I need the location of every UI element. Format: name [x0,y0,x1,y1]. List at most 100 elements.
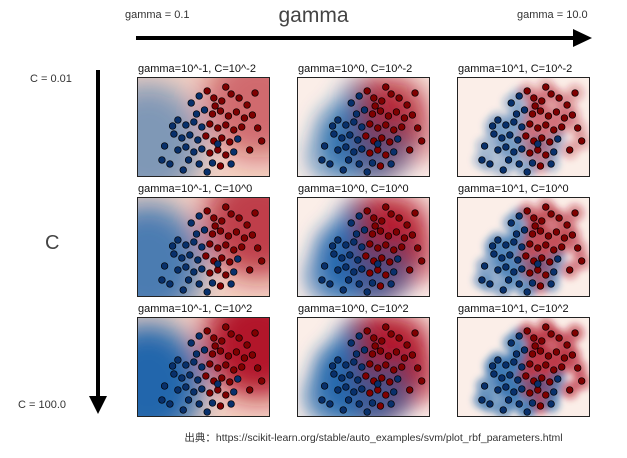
scatter-point-class-b [198,123,206,131]
scatter-point-class-b [510,238,518,246]
scatter-point-class-a [530,214,538,222]
scatter-point-class-a [374,266,382,274]
scatter-point-class-b [554,375,562,383]
scatter-point-class-a [216,107,225,115]
scatter-point-class-a [523,327,531,335]
scatter-point-class-a [534,364,542,372]
scatter-point-class-a [382,323,390,331]
scatter-point-class-b [554,135,562,143]
scatter-point-class-a [414,364,422,372]
scatter-point-class-b [342,263,350,271]
scatter-point-class-a [382,83,390,91]
scatter-point-class-a [206,389,214,397]
scatter-point-class-a [395,334,403,342]
scatter-point-class-b [368,159,377,167]
scatter-point-class-b [208,159,217,167]
scatter-point-class-b [390,388,398,396]
scatter-point-class-b [354,136,362,144]
scatter-point-class-b [355,400,363,408]
scatter-point-class-a [523,87,531,95]
scatter-point-class-b [512,350,521,358]
scatter-point-class-b [358,243,366,251]
scatter-point-class-b [478,156,486,164]
scatter-point-class-a [224,232,233,240]
scatter-point-class-a [552,348,561,356]
scatter-point-class-b [184,396,193,404]
scatter-point-class-b [504,156,513,164]
scatter-point-class-a [536,282,545,290]
scatter-point-class-b [480,142,489,150]
scatter-point-class-a [546,378,554,386]
scatter-point-class-a [232,348,241,356]
scatter-point-class-a [218,374,226,382]
scatter-point-class-b [234,255,242,263]
scatter-point-class-b [520,346,529,354]
scatter-point-class-a [210,334,218,342]
scatter-point-class-a [218,254,226,262]
scatter-point-class-b [214,260,222,268]
scatter-point-class-b [547,280,555,288]
scatter-point-class-a [538,374,546,382]
scatter-point-class-b [523,408,531,416]
scatter-point-class-b [358,385,366,393]
decision-surface [138,318,269,416]
scatter-point-class-b [158,156,166,164]
scatter-point-class-b [498,254,506,262]
scatter-point-class-b [518,243,526,251]
scatter-point-class-a [568,111,577,119]
scatter-point-class-a [222,391,230,399]
scatter-point-class-b [494,236,502,244]
scatter-point-class-a [560,354,569,362]
scatter-point-class-a [230,246,238,254]
scatter-point-class-a [550,366,558,374]
scatter-point-class-b [547,160,555,168]
scatter-point-class-b [190,388,198,396]
scatter-point-class-b [350,268,358,276]
scatter-point-class-a [363,87,371,95]
scatter-point-class-b [518,123,526,131]
scatter-point-class-a [534,124,542,132]
scatter-point-class-b [200,226,209,234]
scatter-point-class-b [494,116,502,124]
scatter-point-class-b [494,146,502,154]
scatter-point-class-a [544,112,553,120]
scatter-point-class-b [318,276,326,284]
scatter-point-class-a [382,241,390,249]
scatter-point-class-a [227,210,235,218]
scatter-point-class-b [488,242,497,250]
scatter-point-class-a [208,110,217,118]
heatmap-panel [297,317,430,417]
scatter-point-class-b [518,145,526,153]
scatter-point-class-b [328,242,337,250]
scatter-point-class-b [515,332,523,340]
scatter-point-class-b [334,236,342,244]
heatmap-panel [137,317,270,417]
scatter-point-class-a [403,341,411,349]
scatter-point-class-b [510,358,518,366]
scatter-point-class-a [246,266,254,274]
scatter-point-class-a [392,228,401,236]
scatter-point-class-b [166,160,174,168]
scatter-point-class-a [374,124,382,132]
scatter-point-class-a [534,244,542,252]
scatter-point-class-b [515,400,523,408]
scatter-point-class-a [243,101,251,109]
scatter-point-class-a [216,402,225,410]
scatter-point-class-a [222,241,230,249]
panel-title: gamma=10^-1, C=10^0 [138,183,253,195]
scatter-point-class-b [347,339,355,347]
scatter-point-class-b [203,408,211,416]
scatter-point-class-a [216,227,225,235]
scatter-point-class-b [528,399,537,407]
scatter-point-class-a [555,214,563,222]
scatter-point-class-a [578,377,586,385]
scatter-point-class-b [360,226,369,234]
scatter-point-class-b [320,262,329,270]
scatter-point-class-b [352,350,361,358]
gamma-min-label: gamma = 0.1 [125,9,190,21]
scatter-point-class-b [502,361,510,369]
scatter-point-class-b [198,243,206,251]
scatter-point-class-b [374,380,382,388]
scatter-point-class-b [166,400,174,408]
